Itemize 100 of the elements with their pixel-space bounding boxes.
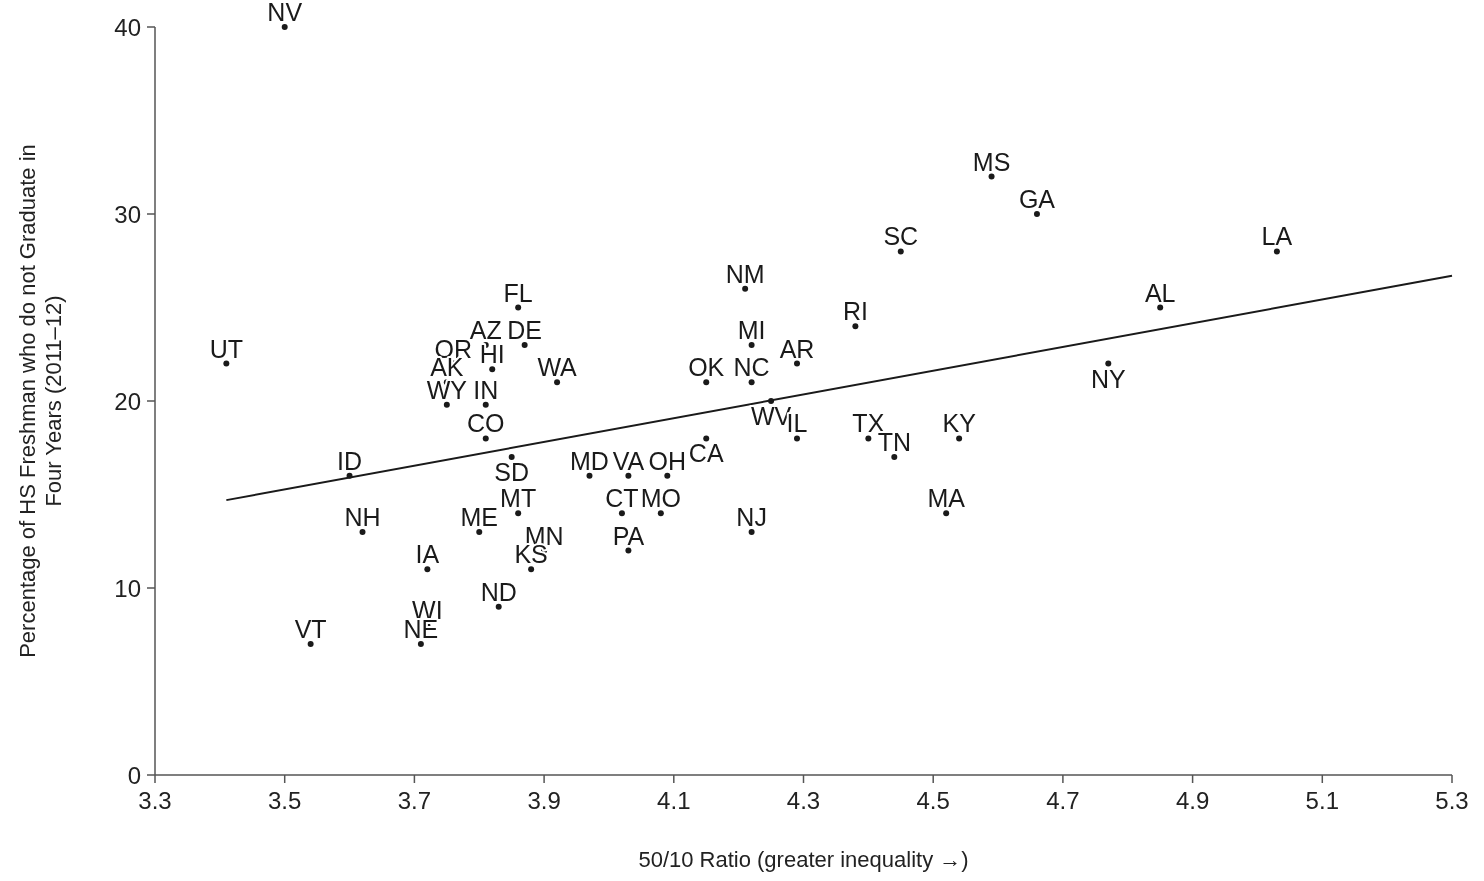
point [417,641,424,648]
point [307,641,314,648]
data-label: MD [570,446,609,475]
data-label: CT [605,484,639,513]
data-label: GA [1018,185,1056,213]
point [865,435,872,442]
data-label: CO [466,409,505,438]
point [489,366,496,373]
data-label: NY [1090,364,1126,393]
x-axis-title: 50/10 Ratio (greater inequality →) [638,847,969,872]
point [988,173,995,180]
x-tick-label: 4.9 [1175,787,1210,814]
data-label: ND [480,577,517,606]
point [768,398,775,404]
y-tick-label: 10 [114,574,141,602]
x-tick-label: 3.7 [397,787,432,814]
data-label: SD [494,458,530,487]
point [625,472,632,479]
data-label: OK [688,353,725,382]
point [748,528,755,535]
point [223,360,230,367]
data-label: WY [426,375,468,404]
point [443,401,450,408]
data-label: MA [927,484,966,513]
point [476,528,483,535]
data-label: DE [507,315,543,344]
point [515,510,522,517]
point [521,341,528,348]
data-label: OH [648,446,687,475]
data-label: NJ [736,502,767,531]
point [748,379,755,386]
data-label: RI [842,297,868,326]
data-label: AR [779,334,815,363]
point [852,323,859,330]
point [281,24,288,30]
point [508,454,515,461]
data-label: PA [612,521,645,550]
point [1157,304,1164,311]
y-tick-label: 30 [114,200,141,228]
point [703,379,710,386]
data-label: AL [1144,278,1176,307]
point [742,285,749,292]
point [586,472,593,479]
point [482,435,489,442]
point [482,401,489,408]
point [1105,360,1112,367]
point [346,472,353,479]
point [897,248,904,255]
point [495,603,502,610]
data-label: VT [294,615,327,644]
x-tick-label: 4.3 [786,787,821,814]
y-axis-title: Percentage of HS Freshman who do not Graduate in Four Years (2011–12) [15,144,66,658]
data-label: NM [725,259,765,288]
point [1273,248,1280,255]
data-label: ID [337,446,363,475]
data-label: KY [942,409,977,438]
data-label: CA [688,439,724,468]
point [943,510,950,517]
data-label: VA [612,446,645,475]
point [956,435,963,442]
data-label: NC [733,353,770,382]
data-label: NH [344,502,381,531]
y-tick-label: 40 [114,13,141,41]
data-label: MO [640,484,681,513]
point [528,566,535,573]
data-label: LA [1261,222,1293,251]
point [554,379,561,386]
point [748,341,755,348]
data-label: FL [503,278,533,307]
x-tick-label: 3.9 [527,787,561,814]
y-tick-label: 20 [114,387,141,415]
data-label: NV [267,0,303,26]
data-label: MI [737,315,766,344]
x-tick-label: 3.3 [138,787,172,814]
x-tick-label: 5.1 [1305,787,1339,814]
point [891,454,898,461]
point [424,566,431,573]
point [625,547,632,554]
data-label: WA [537,353,578,382]
y-tick-label: 0 [127,761,141,789]
point [515,304,522,311]
data-label: MT [500,484,537,513]
data-label: MS [972,147,1011,176]
point [359,528,366,535]
point [1033,211,1040,217]
x-tick-label: 4.7 [1046,787,1080,814]
data-label: IA [415,540,440,569]
data-label: SC [883,222,919,251]
point [794,360,801,367]
point [657,510,664,517]
x-tick-label: 5.3 [1435,787,1469,814]
data-label: IN [473,375,499,404]
x-tick-label: 4.5 [916,787,950,814]
x-tick-label: 3.5 [268,787,302,814]
point [794,435,801,442]
data-label: ME [460,502,498,531]
x-tick-label: 4.1 [657,787,691,814]
point [703,435,710,442]
point [664,472,671,479]
point [618,510,625,517]
